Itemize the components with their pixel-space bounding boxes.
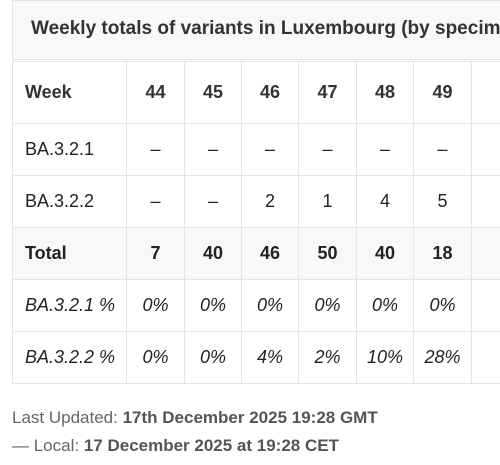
table-cell: 46 — [241, 227, 299, 280]
table-cell: 40 — [356, 227, 414, 280]
table-title: Weekly totals of variants in Luxembourg … — [31, 18, 500, 39]
table-cell: 48 — [356, 61, 414, 124]
row-header-cell: BA.3.2.2 — [12, 175, 127, 228]
table-row: Total 7 40 46 50 40 18 — [12, 227, 500, 280]
clipped-cell — [471, 227, 500, 280]
table-cell: 18 — [413, 227, 472, 280]
updated-line: Last Updated: 17th December 2025 19:28 G… — [12, 404, 378, 432]
table-cell: 0% — [298, 279, 357, 332]
table-cell: 0% — [126, 279, 185, 332]
table-cell: 4% — [241, 331, 299, 384]
local-label: — Local: — [12, 436, 80, 455]
footer: Last Updated: 17th December 2025 19:28 G… — [12, 404, 378, 460]
local-line: — Local: 17 December 2025 at 19:28 CET — [12, 432, 378, 460]
row-header-cell: Week — [12, 61, 127, 124]
local-value: 17 December 2025 at 19:28 CET — [83, 436, 339, 455]
table-cell: 50 — [298, 227, 357, 280]
clipped-cell — [471, 331, 500, 384]
table-cell: – — [298, 123, 357, 176]
clipped-cell — [471, 123, 500, 176]
table-cell: – — [126, 175, 185, 228]
table-cell: 49 — [413, 61, 472, 124]
clipped-cell — [471, 279, 500, 332]
updated-value: 17th December 2025 19:28 GMT — [122, 408, 378, 427]
row-header-cell: Total — [12, 227, 127, 280]
table-row: Week 44 45 46 47 48 49 — [12, 61, 500, 124]
table-row: BA.3.2.1 % 0% 0% 0% 0% 0% 0% — [12, 279, 500, 332]
table-cell: – — [413, 123, 472, 176]
table-title-bar: Weekly totals of variants in Luxembourg … — [12, 0, 500, 60]
table-row: BA.3.2.2– –2 1 4 5 — [12, 175, 500, 228]
table-cell: 28% — [413, 331, 472, 384]
table-row: BA.3.2.1– – – – – – — [12, 123, 500, 176]
table-cell: 0% — [241, 279, 299, 332]
table-cell: 2% — [298, 331, 357, 384]
table-cell: 0% — [184, 279, 242, 332]
table-cell: 0% — [356, 279, 414, 332]
table-cell: – — [184, 175, 242, 228]
clipped-cell — [471, 175, 500, 228]
variant-table: Week 44 45 46 47 48 49 BA.3.2.1– – – – – – BA.3.2.2– –… — [12, 61, 500, 384]
table-cell: 45 — [184, 61, 242, 124]
table-cell: – — [241, 123, 299, 176]
row-header-cell: BA.3.2.1 % — [12, 279, 127, 332]
table-cell: 2 — [241, 175, 299, 228]
row-header-cell: BA.3.2.2 % — [12, 331, 127, 384]
table-cell: – — [126, 123, 185, 176]
table-cell: 10% — [356, 331, 414, 384]
table-cell: 0% — [184, 331, 242, 384]
table-cell: 0% — [126, 331, 185, 384]
table-cell: – — [356, 123, 414, 176]
table-cell: 1 — [298, 175, 357, 228]
table-cell: 0% — [413, 279, 472, 332]
table-cell: 5 — [413, 175, 472, 228]
table-cell: 7 — [126, 227, 185, 280]
table-cell: 47 — [298, 61, 357, 124]
table-cell: 46 — [241, 61, 299, 124]
table-cell: 44 — [126, 61, 185, 124]
updated-label: Last Updated: — [12, 408, 118, 427]
table-row: BA.3.2.2 % 0% 0% 4% 2% 10% 28% — [12, 331, 500, 384]
table-cell: 40 — [184, 227, 242, 280]
table-cell: 4 — [356, 175, 414, 228]
clipped-cell — [471, 61, 500, 124]
row-header-cell: BA.3.2.1 — [12, 123, 127, 176]
table-cell: – — [184, 123, 242, 176]
